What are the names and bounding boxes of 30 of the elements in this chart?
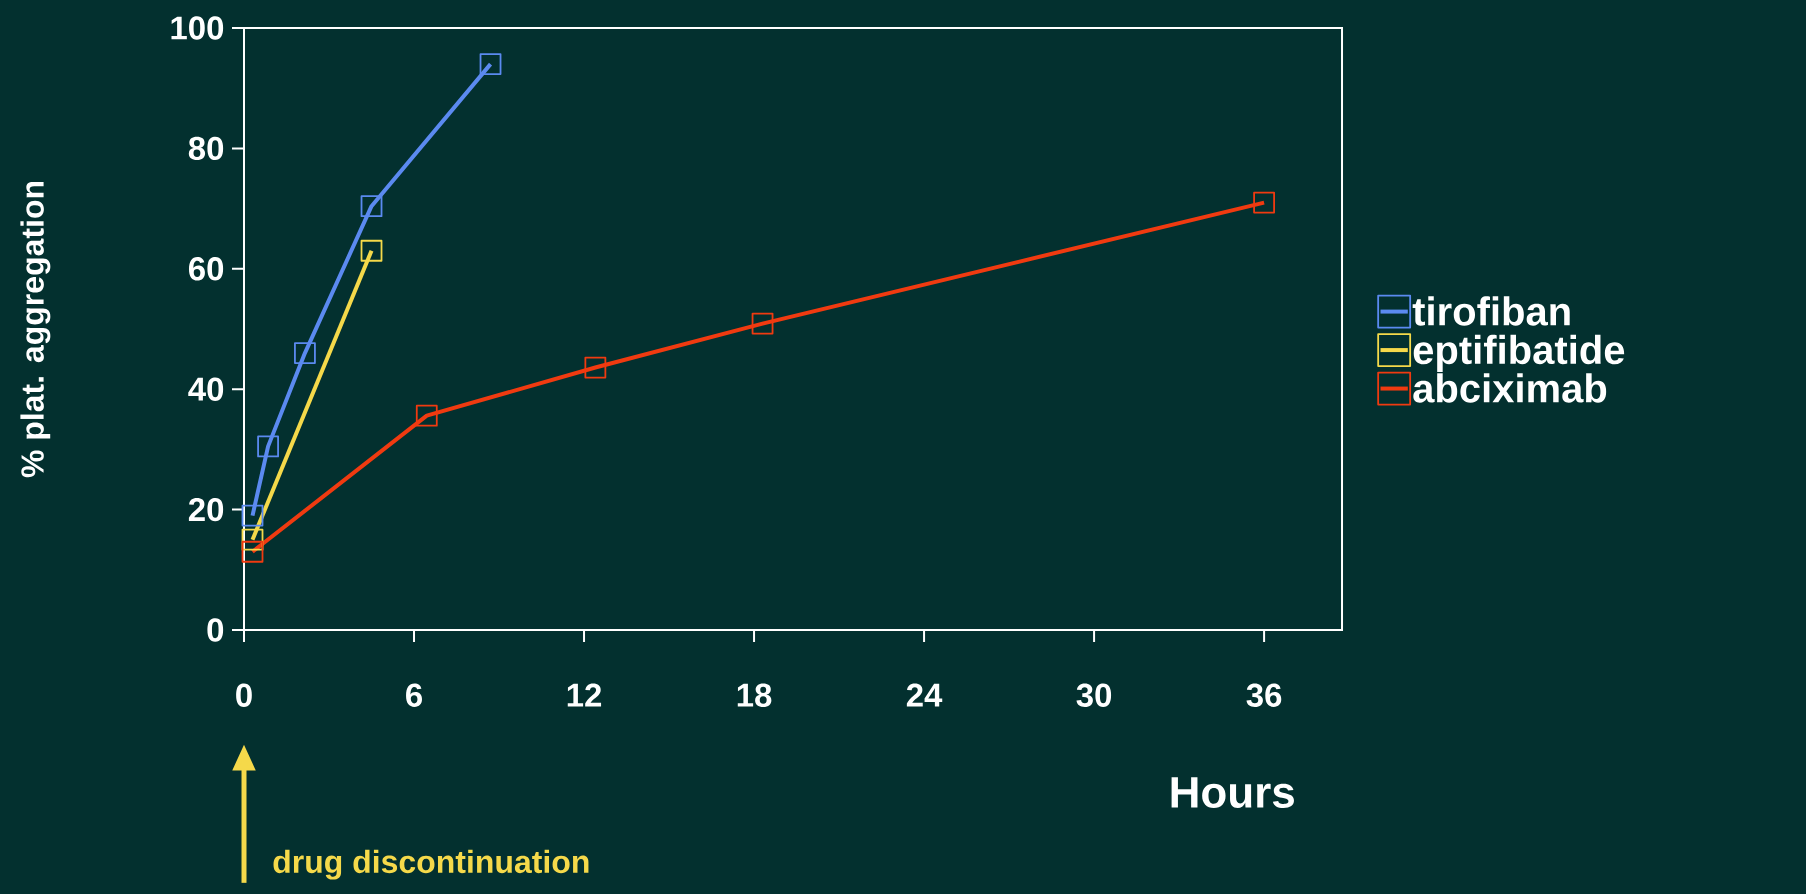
legend-label: tirofiban [1412,296,1570,326]
point [241,540,264,563]
legend-label: abciximab [1413,373,1607,403]
y-tick-label: 0 [207,618,224,642]
x-tick-label: 18 [737,683,772,707]
point [1253,191,1275,214]
x-tick-label: 36 [1246,683,1282,707]
x-tick-label: 6 [406,683,422,707]
y-tick-label: 80 [188,136,224,161]
x-tick-label: 0 [236,683,252,707]
y-tick-label: 60 [188,257,224,281]
point [584,356,607,379]
x-tick-label: 24 [906,683,943,707]
point [241,504,264,527]
point [294,342,316,364]
y-axis-title: % plat. aggregation [20,181,51,478]
x-tick-label: 12 [567,683,602,707]
point [479,53,502,76]
point [751,312,774,335]
legend-label: eptifibatide [1413,334,1625,373]
y-tick-label: 100 [171,16,224,40]
x-axis-title: Hours [1171,777,1294,808]
point [360,239,383,262]
point [257,435,279,458]
text: drug discontinuation [273,849,589,880]
point [360,195,383,218]
point [415,404,438,427]
y-tick-label: 40 [188,377,224,401]
y-tick-label: 20 [188,497,224,522]
x-tick-label: 30 [1076,683,1112,707]
